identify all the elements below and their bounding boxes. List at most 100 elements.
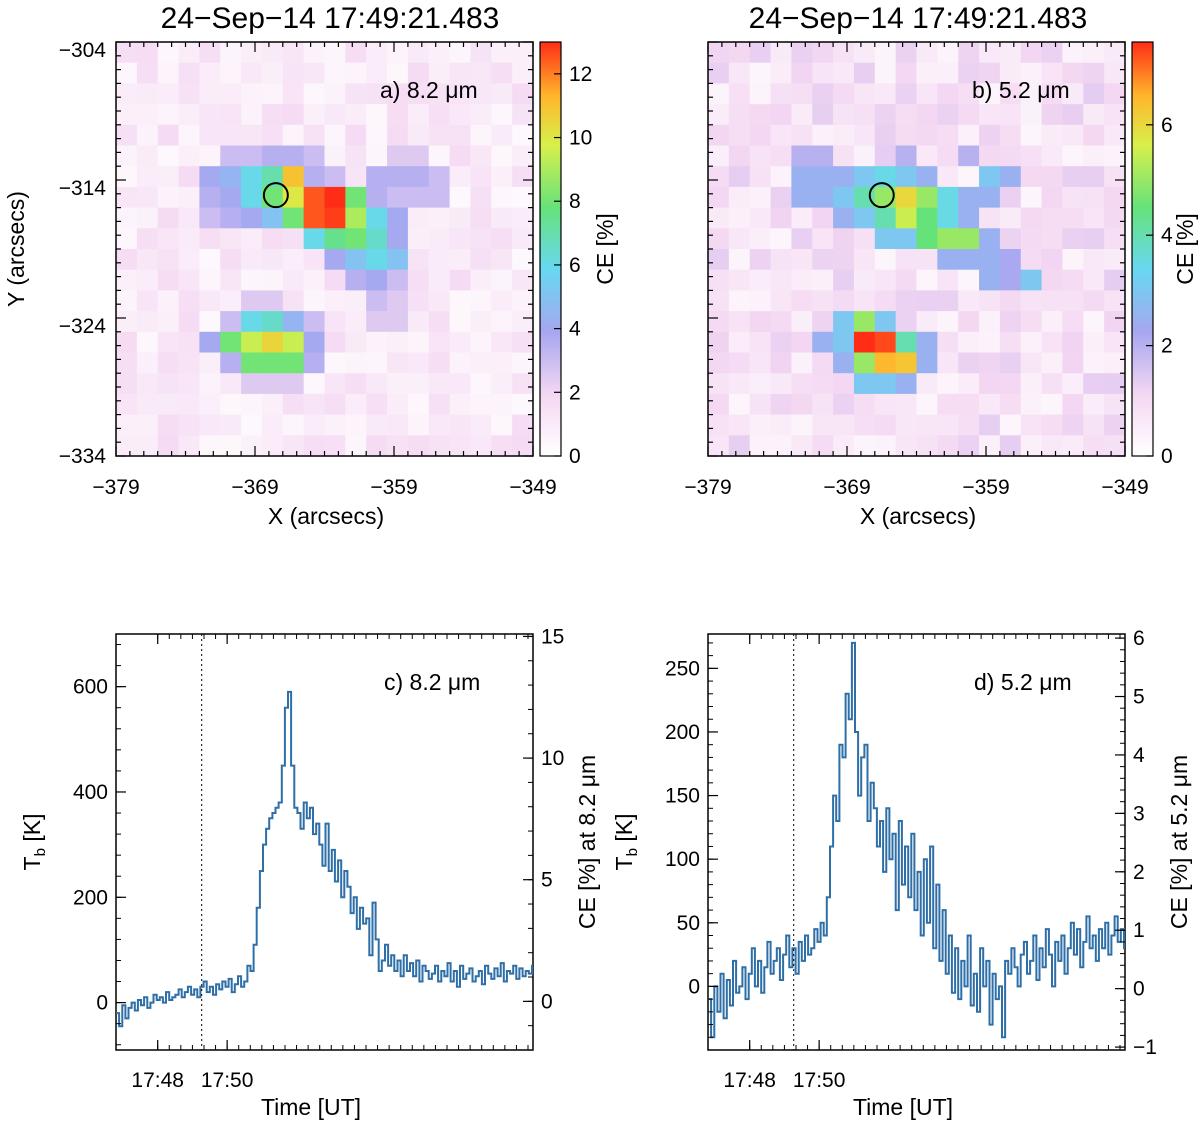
heatmap-cell [1062, 290, 1084, 312]
right-tick-label: 2 [1133, 861, 1145, 884]
heatmap-cell [241, 373, 263, 395]
heatmap-cell [1020, 104, 1042, 126]
y-tick-label: 400 [73, 781, 108, 804]
heatmap-cell [999, 331, 1022, 353]
heatmap-cell [791, 186, 813, 208]
heatmap-cell [1083, 228, 1105, 250]
heatmap-cell [178, 414, 200, 436]
heatmap-cell [874, 62, 897, 84]
heatmap-cell [199, 166, 221, 188]
colorbar-tick-label: 0 [1161, 445, 1173, 468]
heatmap-cell [428, 311, 450, 333]
heatmap-cell [791, 228, 813, 250]
heatmap-cell [324, 104, 346, 126]
heatmap-cell [116, 331, 138, 353]
heatmap-cell [1020, 207, 1042, 229]
colorbar-tick-label: 12 [569, 63, 592, 86]
heatmap-cell [937, 393, 959, 415]
heatmap-cell [303, 104, 325, 126]
heatmap-cell [1041, 373, 1063, 395]
heatmap-cell [874, 83, 897, 105]
heatmap-cell [833, 249, 855, 271]
heatmap-cell [770, 62, 792, 84]
heatmap-cell [116, 104, 138, 126]
heatmap-cell [512, 311, 534, 333]
heatmap-cell [1020, 62, 1042, 84]
heatmap-cell [1062, 249, 1084, 271]
heatmap-cell [157, 104, 179, 126]
heatmap-cell [853, 145, 876, 167]
heatmap-cell [812, 249, 834, 271]
heatmap-cell [178, 104, 200, 126]
heatmap-cell [916, 435, 938, 457]
heatmap-cell [812, 207, 834, 229]
heatmap-cell [916, 124, 938, 146]
heatmap-cell [261, 269, 284, 291]
heatmap-cell [136, 104, 159, 126]
heatmap-cell [512, 207, 534, 229]
heatmap-cell [1104, 269, 1126, 291]
heatmap-cell [345, 249, 367, 271]
heatmap-cell [1020, 186, 1042, 208]
heatmap-cell [220, 166, 242, 188]
heatmap-cell [241, 269, 263, 291]
heatmap-cell [512, 145, 534, 167]
panel-d-frame [707, 633, 1126, 1051]
heatmap-cell [749, 311, 771, 333]
heatmap-cell [1041, 311, 1063, 333]
heatmap-cell [1104, 207, 1126, 229]
heatmap-cell [428, 249, 450, 271]
heatmap-cell [812, 414, 834, 436]
heatmap-cell [812, 104, 834, 126]
heatmap-cell [1104, 249, 1126, 271]
heatmap-cell [178, 145, 200, 167]
panel-b-xtick-label: −369 [823, 476, 870, 499]
heatmap-cell [470, 145, 492, 167]
heatmap-cell [833, 228, 855, 250]
heatmap-cell [116, 414, 138, 436]
heatmap-cell [749, 269, 771, 291]
heatmap-cell [1041, 414, 1063, 436]
heatmap-cell [261, 393, 284, 415]
heatmap-cell [895, 166, 917, 188]
panel-a-annotation: a) 8.2 μm [380, 77, 478, 103]
heatmap-cell [116, 290, 138, 312]
heatmap-cell [999, 186, 1022, 208]
heatmap-cell [241, 207, 263, 229]
heatmap-cell [261, 331, 284, 353]
right-tick-label: 5 [541, 869, 553, 892]
heatmap-cell [512, 186, 534, 208]
heatmap-cell [853, 186, 876, 208]
heatmap-cell [282, 352, 305, 374]
heatmap-cell [303, 414, 325, 436]
heatmap-cell [1041, 435, 1063, 457]
heatmap-cell [366, 311, 388, 333]
heatmap-cell [199, 228, 221, 250]
panel-b-ticks [707, 41, 1126, 457]
heatmap-cell [303, 352, 325, 374]
heatmap-cell [491, 331, 513, 353]
heatmap-cell [407, 373, 430, 395]
heatmap-cell [728, 290, 751, 312]
heatmap-cell [220, 124, 242, 146]
heatmap-cell [366, 331, 388, 353]
heatmap-cell [261, 166, 284, 188]
heatmap-cell [1020, 124, 1042, 146]
heatmap-cell [512, 414, 534, 436]
heatmap-cell [345, 311, 367, 333]
heatmap-cell [999, 373, 1022, 395]
heatmap-cell [303, 145, 325, 167]
heatmap-cell [136, 373, 159, 395]
heatmap-cell [833, 62, 855, 84]
marker-circle [868, 182, 895, 209]
heatmap-cell [853, 104, 876, 126]
y-tick-label: 200 [73, 886, 108, 909]
heatmap-cell [324, 145, 346, 167]
heatmap-cell [770, 83, 792, 105]
heatmap-cell [853, 269, 876, 291]
heatmap-cell [1020, 83, 1042, 105]
heatmap-cell [178, 269, 200, 291]
heatmap-cell [512, 373, 534, 395]
heatmap-cell [136, 124, 159, 146]
heatmap-cell [916, 83, 938, 105]
